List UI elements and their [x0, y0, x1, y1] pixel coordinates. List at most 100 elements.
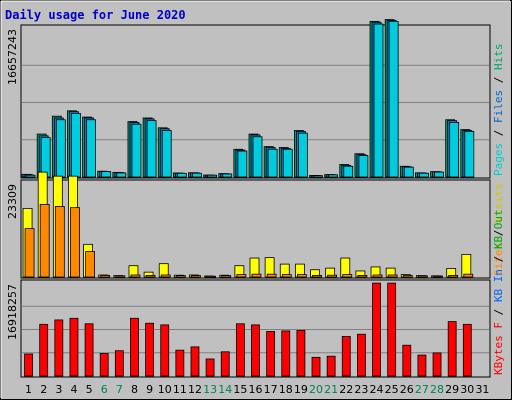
chart-title: Daily usage for June 2020 — [5, 8, 186, 22]
legend-label-visits-sites: Sites / Visits — [492, 183, 505, 276]
bar-sites-day-3 — [54, 206, 65, 278]
chart-panels: 16657243 Pages / Files / Hits 23309 Sites /… — [6, 19, 505, 378]
bar-kbytes-day-27 — [417, 354, 427, 377]
x-tick-label-day-4: 4 — [70, 383, 77, 396]
x-tick-label-day-23: 23 — [354, 383, 368, 396]
x-tick-label-day-13: 13 — [203, 383, 217, 396]
bar-sites-day-12 — [191, 275, 201, 278]
x-tick-label-day-27: 27 — [415, 383, 429, 396]
panel-hits-files-pages: 16657243 Pages / Files / Hits — [6, 19, 505, 179]
bar-pages-day-22 — [343, 165, 354, 178]
bar-sites-day-20 — [312, 274, 322, 278]
legend-part-kbytes-1: / — [492, 302, 505, 322]
y-max-label-visits-sites: 23309 — [6, 184, 19, 219]
bar-sites-day-27 — [418, 275, 428, 278]
bar-kbytes-day-9 — [145, 322, 155, 377]
bar-kbytes-day-6 — [99, 353, 109, 377]
bar-pages-day-13 — [207, 174, 218, 178]
bar-sites-day-29 — [448, 274, 459, 278]
bar-sites-day-21 — [327, 274, 338, 278]
legend-part-visits-sites-2: Visits — [492, 183, 505, 223]
x-tick-label-day-26: 26 — [400, 383, 414, 396]
bar-kbytes-day-28 — [432, 352, 442, 377]
bar-pages-day-24 — [373, 23, 384, 178]
bar-pages-day-9 — [146, 120, 157, 178]
bar-kbytes-day-29 — [447, 321, 457, 377]
bar-kbytes-day-11 — [175, 349, 185, 377]
legend-part-kbytes-0: KBytes F — [492, 322, 505, 375]
legend-part-visits-sites-1: / — [492, 223, 505, 243]
legend-part-hits-files-pages-1: / — [492, 123, 505, 143]
x-tick-label-day-30: 30 — [460, 383, 474, 396]
x-tick-label-day-11: 11 — [173, 383, 187, 396]
bar-pages-day-3 — [55, 119, 66, 178]
x-tick-label-day-20: 20 — [309, 383, 323, 396]
bar-sites-day-24 — [372, 274, 383, 278]
bar-kbytes-day-26 — [402, 344, 412, 377]
bar-kbytes-day-2 — [39, 323, 49, 377]
x-axis: 1 2 3 4 5 6 7 8 9 10 11 12 13 14 15 16 17 18 19 20 21 22 23 24 2… — [25, 383, 489, 396]
bar-kbytes-day-14 — [220, 351, 230, 377]
x-tick-label-day-29: 29 — [445, 383, 459, 396]
bar-sites-day-5 — [85, 251, 95, 278]
x-tick-label-day-3: 3 — [55, 383, 62, 396]
bar-pages-day-18 — [282, 148, 293, 178]
bar-sites-day-25 — [387, 274, 398, 278]
bar-kbytes-day-23 — [356, 333, 366, 377]
legend-part-hits-files-pages-3: / — [492, 70, 505, 90]
legend-part-hits-files-pages-0: Pages — [492, 143, 505, 176]
bar-pages-day-8 — [131, 123, 142, 178]
x-tick-label-day-15: 15 — [233, 383, 247, 396]
x-tick-label-day-25: 25 — [385, 383, 399, 396]
legend-part-hits-files-pages-2: Files — [492, 90, 505, 123]
x-tick-label-day-12: 12 — [188, 383, 202, 396]
bar-pages-day-28 — [434, 171, 444, 178]
bar-pages-day-6 — [101, 171, 112, 178]
x-tick-label-day-8: 8 — [131, 383, 138, 396]
bar-sites-day-11 — [175, 275, 186, 278]
bar-pages-day-12 — [192, 172, 202, 178]
bar-kbytes-day-13 — [205, 358, 215, 377]
bar-kbytes-day-21 — [326, 355, 336, 377]
bar-sites-day-15 — [236, 274, 247, 278]
x-tick-label-day-18: 18 — [279, 383, 293, 396]
bar-pages-day-7 — [116, 172, 127, 178]
bar-kbytes-day-30 — [462, 323, 472, 377]
bar-pages-day-30 — [464, 130, 475, 178]
bar-kbytes-day-8 — [130, 317, 139, 377]
x-tick-label-day-2: 2 — [40, 383, 47, 396]
x-tick-label-day-9: 9 — [146, 383, 153, 396]
bar-pages-day-27 — [419, 172, 429, 178]
y-max-label-hits-files-pages: 16657243 — [6, 29, 19, 85]
legend-part-kbytes-4: KB Out — [492, 209, 505, 249]
bar-sites-day-17 — [266, 273, 277, 278]
x-tick-label-day-6: 6 — [101, 383, 108, 396]
bar-sites-day-8 — [130, 274, 141, 278]
legend-part-kbytes-3: / — [492, 249, 505, 269]
bar-kbytes-day-1 — [24, 353, 33, 377]
x-tick-label-day-24: 24 — [370, 383, 384, 396]
bar-sites-day-23 — [357, 274, 368, 278]
y-max-label-kbytes: 16918257 — [6, 284, 19, 340]
x-tick-label-day-5: 5 — [86, 383, 93, 396]
x-tick-label-day-1: 1 — [25, 383, 32, 396]
legend-label-hits-files-pages: Pages / Files / Hits — [492, 44, 505, 177]
bar-sites-day-2 — [39, 204, 50, 278]
bar-sites-day-16 — [251, 273, 262, 278]
bar-visits-day-30 — [461, 254, 472, 278]
x-tick-label-day-19: 19 — [294, 383, 308, 396]
bar-pages-day-25 — [388, 20, 399, 178]
x-tick-label-day-22: 22 — [339, 383, 353, 396]
bar-kbytes-day-3 — [54, 319, 64, 377]
bar-pages-day-5 — [86, 119, 96, 178]
bar-kbytes-day-12 — [190, 346, 200, 377]
bar-pages-day-4 — [71, 113, 81, 178]
legend-part-visits-sites-0: Sites — [492, 243, 505, 276]
x-tick-label-day-31: 31 — [475, 383, 489, 396]
bar-sites-day-13 — [206, 275, 217, 278]
bar-sites-day-9 — [145, 274, 156, 278]
bar-sites-day-7 — [115, 275, 126, 278]
bar-pages-day-21 — [328, 174, 339, 178]
bar-kbytes-day-17 — [266, 331, 276, 377]
